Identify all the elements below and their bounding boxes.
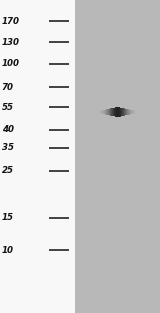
Text: 55: 55 bbox=[2, 103, 14, 112]
Text: 70: 70 bbox=[2, 83, 14, 91]
Text: 170: 170 bbox=[2, 17, 20, 26]
Text: 40: 40 bbox=[2, 126, 14, 134]
Text: 15: 15 bbox=[2, 213, 14, 222]
Bar bbox=[0, 0, 75, 313]
Text: 130: 130 bbox=[2, 38, 20, 47]
Text: 10: 10 bbox=[2, 246, 14, 255]
Text: 100: 100 bbox=[2, 59, 20, 68]
Text: 35: 35 bbox=[2, 143, 14, 152]
Text: 25: 25 bbox=[2, 166, 14, 175]
